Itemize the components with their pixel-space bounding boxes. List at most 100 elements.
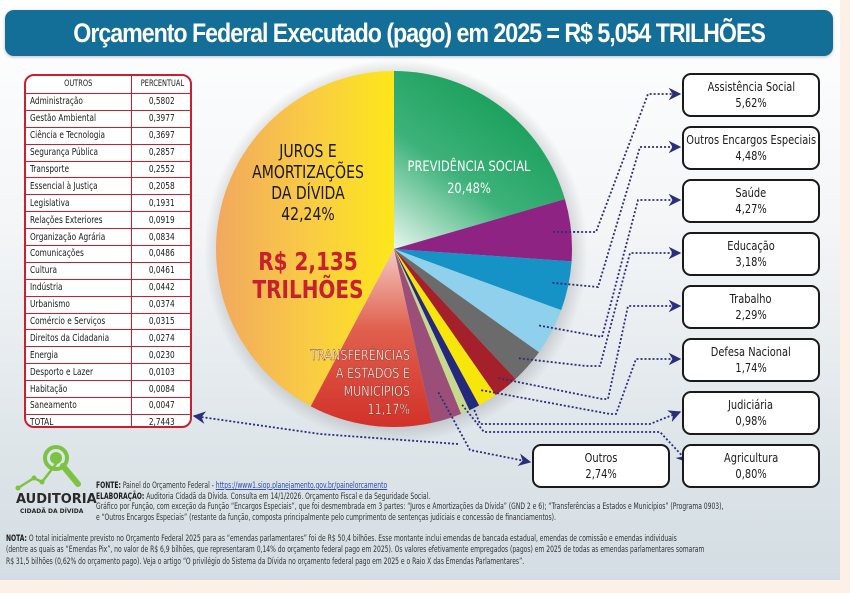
callout-pct: 5,62%	[735, 96, 767, 110]
callout-trabalho: Trabalho 2,29%	[682, 285, 820, 329]
table-row: Ciência e Tecnologia 0,3697	[26, 127, 190, 145]
logo-subtitle: CIDADÃ DA DÍVIDA	[20, 508, 84, 515]
callout-label: Defesa Nacional	[710, 345, 791, 359]
row-label: Gestão Ambiental	[26, 110, 132, 128]
label-previdencia-name: PREVIDÊNCIA SOCIAL	[408, 158, 532, 175]
row-value: 0,5802	[131, 93, 190, 111]
column-header-percentual: PERCENTUAL	[131, 76, 190, 94]
table-row: Urbanismo 0,0374	[26, 296, 190, 314]
row-label: Ciência e Tecnologia	[26, 127, 132, 145]
label-juros-amount-line1: R$ 2,135	[258, 248, 357, 277]
table-row: Organização Agrária 0,0834	[26, 228, 190, 247]
row-value: 0,3977	[131, 110, 190, 128]
footer-sources: FONTE: Painel do Orçamento Federal - htt…	[96, 480, 736, 522]
row-value: 0,2857	[131, 144, 190, 162]
nota-line1: NOTA: O total inicialmente previsto no O…	[6, 533, 830, 544]
row-value: 0,0442	[131, 279, 190, 297]
row-label: Segurança Pública	[26, 144, 132, 162]
fonte-link[interactable]: https://www1.siop.planejamento.gov.br/pa…	[215, 480, 388, 490]
row-label: Urbanismo	[26, 296, 132, 314]
table-row: Essencial à Justiça 0,2058	[26, 177, 190, 196]
row-value: 0,1931	[131, 194, 190, 213]
callout-pct: 4,48%	[735, 149, 767, 163]
leader-line-defesa-nacional	[481, 352, 682, 415]
table-row: Indústria 0,0442	[26, 279, 190, 297]
callout-assistencia-social: Assistência Social 5,62%	[682, 73, 820, 117]
row-value: 0,3697	[131, 127, 190, 145]
row-label: Legislativa	[26, 194, 132, 213]
footer-nota: NOTA: O total inicialmente previsto no O…	[6, 533, 830, 567]
row-label: Relações Exteriores	[26, 211, 132, 230]
nota-line2: (dentre as quais as “Emendas Pix”, no va…	[6, 544, 705, 555]
row-label: Transporte	[26, 161, 132, 179]
row-value: 0,0461	[131, 262, 190, 280]
table-row: Cultura 0,0461	[26, 262, 190, 280]
row-label: Energia	[26, 346, 132, 365]
table-row: Direitos da Cidadania 0,0274	[26, 329, 190, 348]
pie-slice-previdencia-social	[394, 70, 565, 249]
callout-label: Outros	[584, 451, 618, 465]
callout-pct: 4,27%	[735, 202, 767, 216]
row-label: Desporto e Lazer	[26, 363, 132, 382]
callout-label: Trabalho	[730, 292, 772, 306]
row-value: 0,0919	[131, 211, 190, 230]
callout-pct: 0,80%	[735, 467, 767, 481]
table-row: Habitação 0,0084	[26, 380, 190, 399]
callout-judiciaria: Judiciária 0,98%	[682, 391, 820, 435]
row-value: 0,0047	[131, 397, 190, 415]
row-label: Comércio e Serviços	[26, 313, 132, 331]
row-value: 0,0486	[131, 245, 190, 263]
label-juros-amount-line2: TRILHÕES	[253, 274, 364, 305]
table-row: Relações Exteriores 0,0919	[26, 211, 190, 230]
pie-slice-outros	[394, 249, 462, 423]
pie-slice-juros-e-amortizacoes-da-divida	[215, 71, 394, 407]
table-row: Saneamento 0,0047	[26, 397, 190, 415]
row-value: 0,0230	[131, 346, 190, 365]
logo-title: AUDITORIA	[16, 492, 97, 507]
table-header-row: OUTROS PERCENTUAL	[26, 76, 190, 94]
callout-label: Educação	[727, 239, 775, 253]
label-juros-amount: R$ 2,135 TRILHÕES	[253, 248, 364, 305]
label-juros: JUROS E AMORTIZAÇÕES DA DÍVIDA 42,24%	[252, 140, 364, 224]
row-value: 0,0315	[131, 313, 190, 331]
leader-line-trabalho	[498, 299, 682, 400]
row-value: 0,0274	[131, 329, 190, 348]
label-juros-line3: DA DÍVIDA	[271, 182, 344, 203]
column-header-outros: OUTROS	[26, 76, 132, 94]
pie-slice-agricultura	[394, 249, 470, 414]
pie-slice-assistencia-social	[394, 199, 572, 262]
callout-pct: 1,74%	[735, 361, 767, 375]
pie-slice-saude	[394, 249, 562, 353]
table-row: Administração 0,5802	[26, 93, 190, 111]
leader-line-judiciaria	[468, 398, 682, 425]
row-value: 0,0103	[131, 363, 190, 382]
callout-pct: 2,29%	[735, 308, 767, 322]
table-row: Comércio e Serviços 0,0315	[26, 313, 190, 331]
pie-slice-defesa-nacional	[394, 249, 496, 406]
callout-agricultura: Agricultura 0,80%	[682, 444, 820, 488]
callout-outros: Outros 2,74%	[532, 444, 670, 488]
pie-slice-transferencias-a-estados-e-municipios	[310, 249, 432, 428]
label-transf-line1: TRANSFERÊNCIAS	[309, 347, 410, 364]
label-juros-pct: 42,24%	[281, 203, 334, 224]
table-total-row: TOTAL 2,7443	[26, 414, 190, 426]
table-row: Energia 0,0230	[26, 346, 190, 365]
callout-label: Agricultura	[723, 451, 779, 465]
row-label: Administração	[26, 93, 132, 111]
table-row: Segurança Pública 0,2857	[26, 144, 190, 162]
label-previdencia: PREVIDÊNCIA SOCIAL 20,48%	[408, 158, 532, 197]
callout-defesa-nacional: Defesa Nacional 1,74%	[682, 338, 820, 382]
pie-slice-outros-encargos-especiais	[394, 249, 572, 311]
fonte-text: Painel do Orçamento Federal -	[120, 480, 216, 490]
row-label: Indústria	[26, 279, 132, 297]
row-label: Comunicações	[26, 245, 132, 263]
row-label: Organização Agrária	[26, 228, 132, 247]
label-transf-pct: 11,17%	[367, 401, 410, 418]
nota-line3: R$ 31,5 bilhões (0,62% do orçamento pago…	[6, 555, 525, 566]
table-row: Comunicações 0,0486	[26, 245, 190, 263]
leader-line-agricultura	[461, 404, 689, 463]
outros-table: OUTROS PERCENTUAL Administração 0,5802 Ges…	[24, 74, 192, 428]
callout-saude: Saúde 4,27%	[682, 179, 820, 223]
leader-lines	[192, 87, 689, 466]
